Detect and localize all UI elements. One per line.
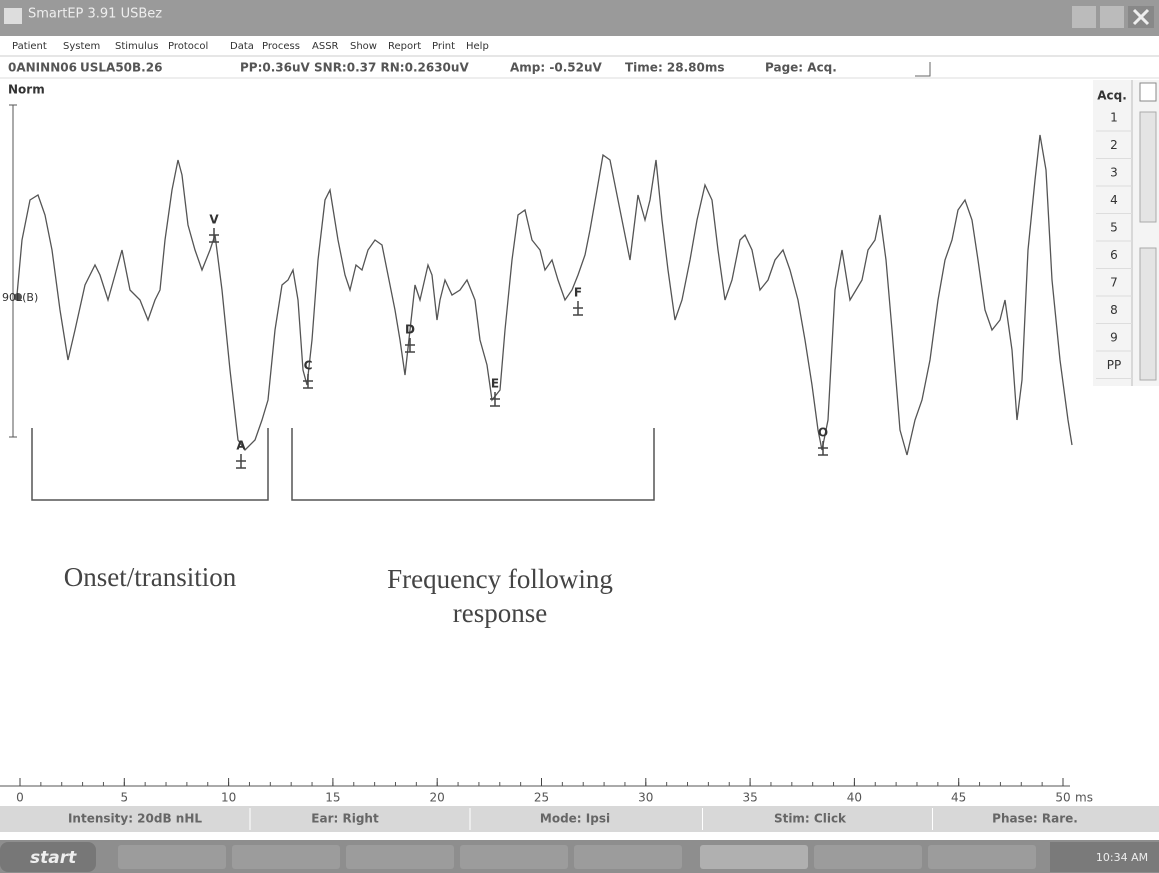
scale-label: Norm	[8, 83, 45, 97]
menu-item[interactable]: Process	[262, 41, 300, 52]
x-tick-label: 5	[120, 791, 128, 805]
app-icon	[4, 8, 22, 24]
menu-item[interactable]: ASSR	[312, 41, 339, 52]
peak-label: F	[574, 286, 582, 300]
menu-item[interactable]: Help	[466, 41, 489, 52]
menu-item[interactable]: Show	[350, 41, 377, 52]
acq-item[interactable]: 9	[1110, 331, 1118, 345]
x-tick-label: 30	[638, 791, 653, 805]
status-field: Phase: Rare.	[992, 812, 1078, 826]
acq-header: Acq.	[1097, 89, 1127, 103]
status-field: Stim: Click	[774, 812, 847, 826]
x-unit: ms	[1075, 791, 1093, 805]
peak-label: O	[818, 426, 828, 440]
waveform	[17, 135, 1072, 455]
acq-item[interactable]: 2	[1110, 138, 1118, 152]
app-window: SmartEP 3.91 USBez Norm 90L(B) Onset/tra…	[0, 0, 1159, 873]
taskbar-button[interactable]	[814, 845, 922, 869]
x-tick-label: 40	[847, 791, 862, 805]
x-tick-label: 25	[534, 791, 549, 805]
menu-item[interactable]: System	[63, 41, 100, 52]
acq-item[interactable]: 8	[1110, 303, 1118, 317]
peak-marker	[236, 454, 246, 468]
annotation: Onset/transition	[64, 562, 237, 592]
x-tick-label: 45	[951, 791, 966, 805]
clock: 10:34 AM	[1096, 851, 1148, 864]
menu-item[interactable]: Stimulus	[115, 41, 158, 52]
info-field: Amp: -0.52uV	[510, 61, 602, 75]
channel-label: 90L(B)	[2, 291, 38, 304]
menu-item[interactable]: Data	[230, 41, 254, 52]
peak-marker	[405, 338, 415, 352]
acq-item[interactable]: 5	[1110, 221, 1118, 235]
peak-marker	[573, 301, 583, 315]
taskbar-button[interactable]	[574, 845, 682, 869]
peak-label: D	[405, 323, 415, 337]
acq-item[interactable]: 6	[1110, 248, 1118, 262]
status-field: Ear: Right	[311, 812, 379, 826]
peak-marker	[209, 228, 219, 242]
info-field: 0ANINN06	[8, 61, 77, 75]
tool-button[interactable]	[1140, 83, 1156, 101]
x-tick-label: 10	[221, 791, 236, 805]
menu-item[interactable]: Protocol	[168, 41, 208, 52]
taskbar-button[interactable]	[232, 845, 340, 869]
peak-label: A	[236, 439, 246, 453]
x-tick-label: 0	[16, 791, 24, 805]
bracket	[32, 428, 654, 500]
taskbar-button[interactable]	[346, 845, 454, 869]
start-label: start	[30, 848, 77, 868]
taskbar-button[interactable]	[700, 845, 808, 869]
peak-marker	[818, 441, 828, 455]
taskbar-button[interactable]	[118, 845, 226, 869]
x-tick-label: 35	[742, 791, 757, 805]
menu-item[interactable]: Print	[432, 41, 455, 52]
window-title: SmartEP 3.91 USBez	[28, 7, 162, 22]
status-field: Intensity: 20dB nHL	[68, 812, 202, 826]
menu-item[interactable]: Report	[388, 41, 421, 52]
x-tick-label: 20	[430, 791, 445, 805]
title-bar	[0, 0, 1159, 36]
peak-label: V	[209, 213, 219, 227]
status-field: Mode: Ipsi	[540, 812, 610, 826]
acq-item[interactable]: 1	[1110, 111, 1118, 125]
info-field: Time: 28.80ms	[625, 61, 725, 75]
peak-label: E	[491, 377, 499, 391]
x-tick-label: 15	[325, 791, 340, 805]
scrollbar[interactable]	[1140, 248, 1156, 380]
acq-item[interactable]: 4	[1110, 193, 1118, 207]
x-tick-label: 50	[1055, 791, 1070, 805]
page: SmartEP 3.91 USBez Norm 90L(B) Onset/tra…	[0, 0, 1159, 873]
info-field: USLA50B.26	[80, 61, 162, 75]
taskbar-button[interactable]	[928, 845, 1036, 869]
peak-label: C	[304, 359, 313, 373]
minimize-button[interactable]	[1072, 6, 1096, 28]
menu-item[interactable]: Patient	[12, 41, 47, 52]
acq-item[interactable]: PP	[1107, 358, 1121, 372]
scrollbar[interactable]	[1140, 112, 1156, 222]
acq-item[interactable]: 3	[1110, 166, 1118, 180]
acq-item[interactable]: 7	[1110, 276, 1118, 290]
annotation: Frequency following response	[360, 562, 640, 630]
maximize-button[interactable]	[1100, 6, 1124, 28]
taskbar-button[interactable]	[460, 845, 568, 869]
info-field: PP:0.36uV SNR:0.37 RN:0.2630uV	[240, 61, 469, 75]
info-field: Page: Acq.	[765, 61, 837, 75]
